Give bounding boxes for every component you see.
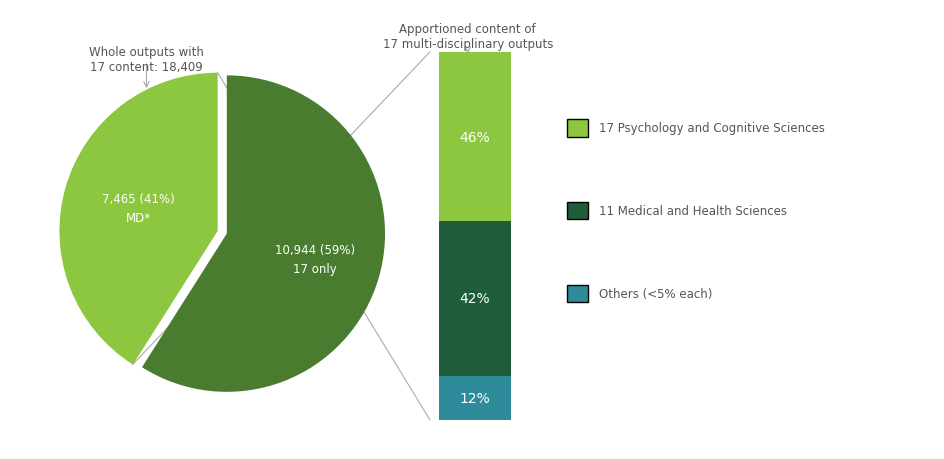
Bar bbox=[438, 53, 510, 222]
Text: 42%: 42% bbox=[459, 292, 490, 306]
Wedge shape bbox=[142, 76, 384, 392]
Text: 12%: 12% bbox=[459, 391, 490, 405]
Text: Others (<5% each): Others (<5% each) bbox=[598, 287, 712, 300]
Text: 46%: 46% bbox=[459, 130, 490, 144]
Text: 7,465 (41%)
MD*: 7,465 (41%) MD* bbox=[102, 193, 175, 224]
Text: Apportioned content of
17 multi-disciplinary outputs: Apportioned content of 17 multi-discipli… bbox=[382, 23, 552, 51]
Text: 17 Psychology and Cognitive Sciences: 17 Psychology and Cognitive Sciences bbox=[598, 122, 824, 135]
Text: 11 Medical and Health Sciences: 11 Medical and Health Sciences bbox=[598, 205, 786, 218]
Bar bbox=[438, 222, 510, 376]
Text: Whole outputs with
17 content: 18,409: Whole outputs with 17 content: 18,409 bbox=[89, 46, 204, 74]
Text: 10,944 (59%)
17 only: 10,944 (59%) 17 only bbox=[275, 244, 355, 275]
Bar bbox=[438, 376, 510, 420]
Wedge shape bbox=[59, 73, 217, 365]
